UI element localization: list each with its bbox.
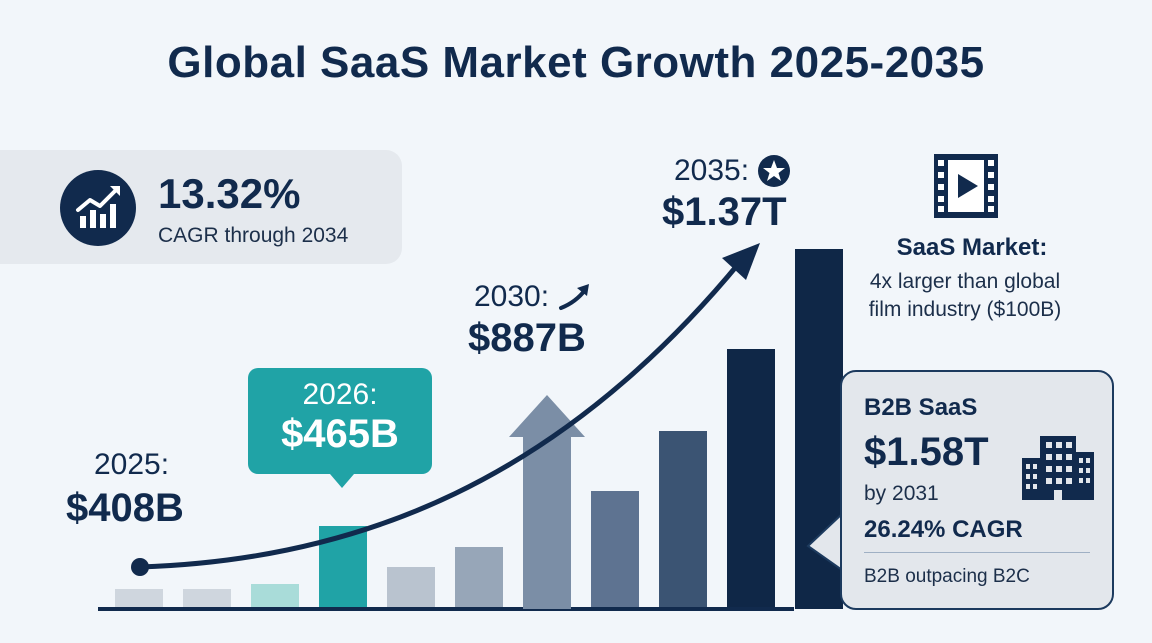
bar-2027 (251, 584, 299, 609)
film-desc-line2: film industry ($100B) (868, 298, 1062, 321)
office-building-icon (1022, 436, 1094, 500)
label-2025-value: $408B (66, 486, 184, 530)
film-comparison-title: SaaS Market: (896, 234, 1048, 261)
label-2030-value: $887B (468, 316, 586, 360)
b2b-note: B2B outpacing B2C (864, 566, 1030, 587)
film-desc-line1: 4x larger than global (869, 270, 1061, 293)
film-play-icon (934, 154, 998, 218)
bar-2030 (455, 547, 503, 609)
mini-up-arrow-icon (559, 284, 590, 310)
trend-up-icon (60, 170, 136, 246)
label-2035-year-text: 2035: (674, 154, 750, 187)
b2b-title: B2B SaaS (864, 394, 978, 421)
callout-2026-value: $465B (281, 412, 399, 456)
curve-start-dot (131, 558, 149, 576)
star-icon (758, 155, 791, 187)
label-2030: 2030: $887B (468, 280, 595, 361)
up-arrow-2028 (509, 395, 585, 609)
bar-2025 (115, 589, 163, 609)
bar-2033 (659, 431, 707, 609)
b2b-cagr: 26.24% CAGR (864, 516, 1023, 543)
label-2035: 2035: $1.37T (662, 154, 791, 235)
b2b-saas-card: B2B SaaS $1.58T by 2031 26.24% CAGR B2B … (840, 370, 1114, 610)
bar-2026 (183, 589, 231, 609)
callout-2026: 2026: $465B (248, 368, 432, 488)
film-comparison-desc: 4x larger than global film industry ($10… (830, 268, 1100, 324)
label-2025-year: 2025: (94, 448, 170, 481)
callout-2026-year: 2026: (302, 378, 378, 411)
label-2030-year-text: 2030: (474, 280, 550, 313)
bar-2032 (591, 491, 639, 609)
cagr-label: CAGR through 2034 (158, 224, 349, 247)
cagr-summary-card: 13.32% CAGR through 2034 (0, 150, 402, 264)
cagr-value: 13.32% (158, 170, 301, 217)
b2b-divider (864, 552, 1090, 553)
label-2030-year: 2030: (474, 280, 595, 314)
curve-arrowhead (722, 243, 760, 280)
label-2035-value: $1.37T (662, 190, 787, 234)
b2b-value: $1.58T (864, 430, 989, 474)
bar-2034 (727, 349, 775, 609)
label-2035-year: 2035: (674, 154, 791, 188)
growth-curve (131, 243, 760, 576)
bar-2029 (387, 567, 435, 609)
page-title: Global SaaS Market Growth 2025-2035 (167, 38, 985, 87)
label-2025: 2025: $408B (66, 448, 184, 531)
b2b-by: by 2031 (864, 482, 939, 505)
